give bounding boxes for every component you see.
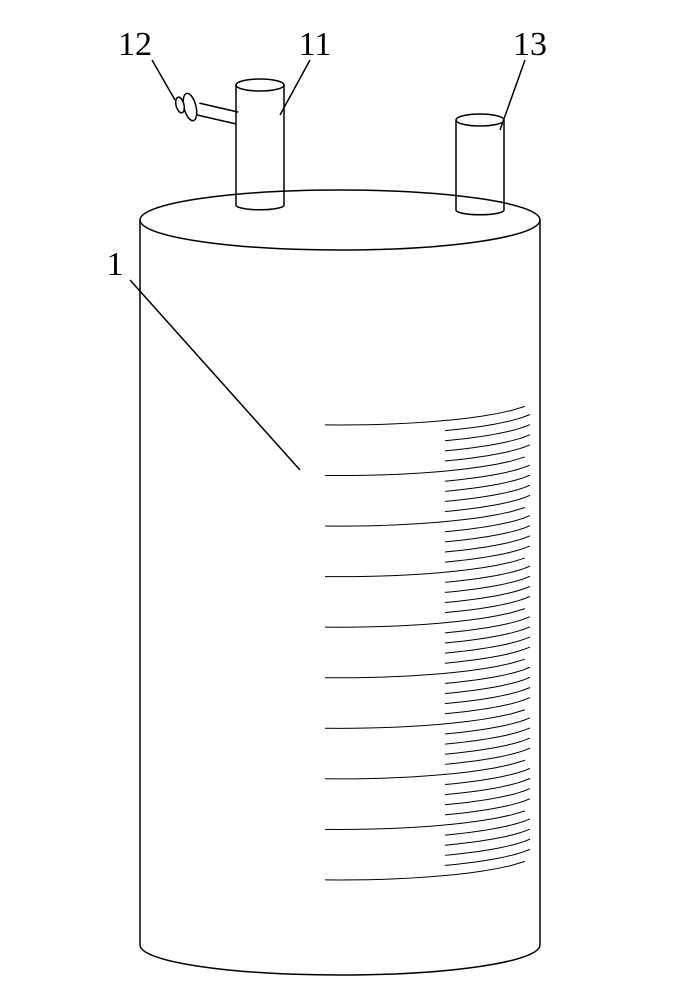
leader-body <box>130 280 300 470</box>
label-13: 13 <box>513 26 547 63</box>
cylinder-top-ellipse <box>140 190 540 250</box>
cylinder-bottom-arc <box>140 945 540 975</box>
leader-valve <box>152 60 175 100</box>
label-12: 12 <box>118 26 152 63</box>
label-11: 11 <box>299 26 332 63</box>
valve <box>174 92 238 124</box>
leader-right-pipe <box>500 60 525 130</box>
graduation-marks <box>325 406 530 880</box>
label-1: 1 <box>107 246 124 283</box>
left-pipe <box>236 79 284 210</box>
right-pipe <box>456 114 504 215</box>
